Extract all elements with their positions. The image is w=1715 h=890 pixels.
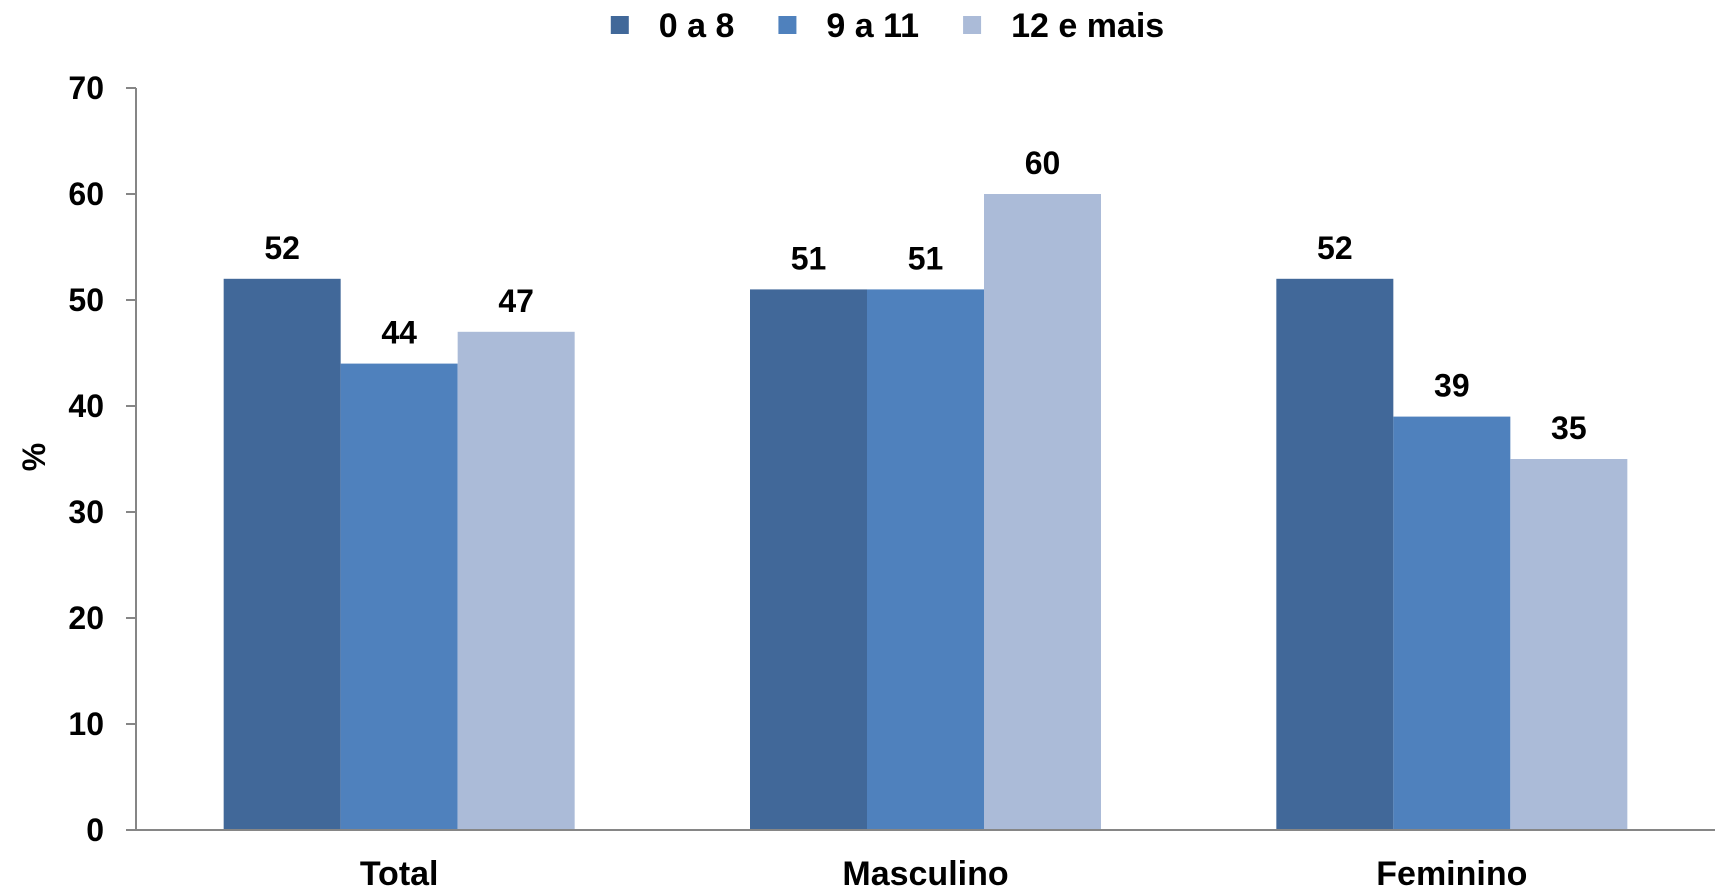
x-tick-label: Masculino <box>842 855 1008 890</box>
data-label: 51 <box>791 240 827 276</box>
bar <box>1510 459 1628 830</box>
y-tick-label: 70 <box>68 70 104 106</box>
data-label: 44 <box>381 315 417 351</box>
x-tick-label: Feminino <box>1376 855 1527 890</box>
data-label: 35 <box>1551 410 1587 446</box>
y-tick-label: 10 <box>68 706 104 742</box>
bar <box>1393 416 1511 830</box>
legend-swatch <box>778 16 797 34</box>
bar <box>867 289 984 830</box>
bar <box>1276 278 1394 830</box>
x-tick-label: Total <box>360 855 439 890</box>
data-label: 39 <box>1434 368 1470 404</box>
data-label: 52 <box>1317 230 1353 266</box>
legend-swatch <box>963 16 982 34</box>
bars: 52 44 47 51 51 60 52 39 35 <box>223 145 1628 830</box>
data-label: 51 <box>908 240 944 276</box>
bar <box>340 363 458 830</box>
y-tick-label: 20 <box>68 600 104 636</box>
bar <box>457 331 575 830</box>
y-axis: 0 10 20 30 40 50 60 70 <box>68 70 137 848</box>
legend-swatch <box>610 16 629 34</box>
bar <box>750 289 867 830</box>
y-axis-label: % <box>16 443 52 471</box>
legend-label: 12 e mais <box>1011 7 1164 45</box>
legend-label: 0 a 8 <box>659 7 735 45</box>
legend: 0 a 8 9 a 11 12 e mais <box>610 7 1164 45</box>
y-tick-label: 60 <box>68 176 104 212</box>
y-tick-label: 50 <box>68 282 104 318</box>
data-label: 47 <box>498 283 534 319</box>
data-label: 60 <box>1025 145 1061 181</box>
legend-label: 9 a 11 <box>826 7 919 45</box>
y-tick-label: 40 <box>68 388 104 424</box>
data-label: 52 <box>264 230 300 266</box>
bar <box>223 278 341 830</box>
y-tick-label: 0 <box>86 812 104 848</box>
y-tick-label: 30 <box>68 494 104 530</box>
x-axis: Total Masculino Feminino <box>126 829 1715 890</box>
bar <box>984 194 1101 830</box>
